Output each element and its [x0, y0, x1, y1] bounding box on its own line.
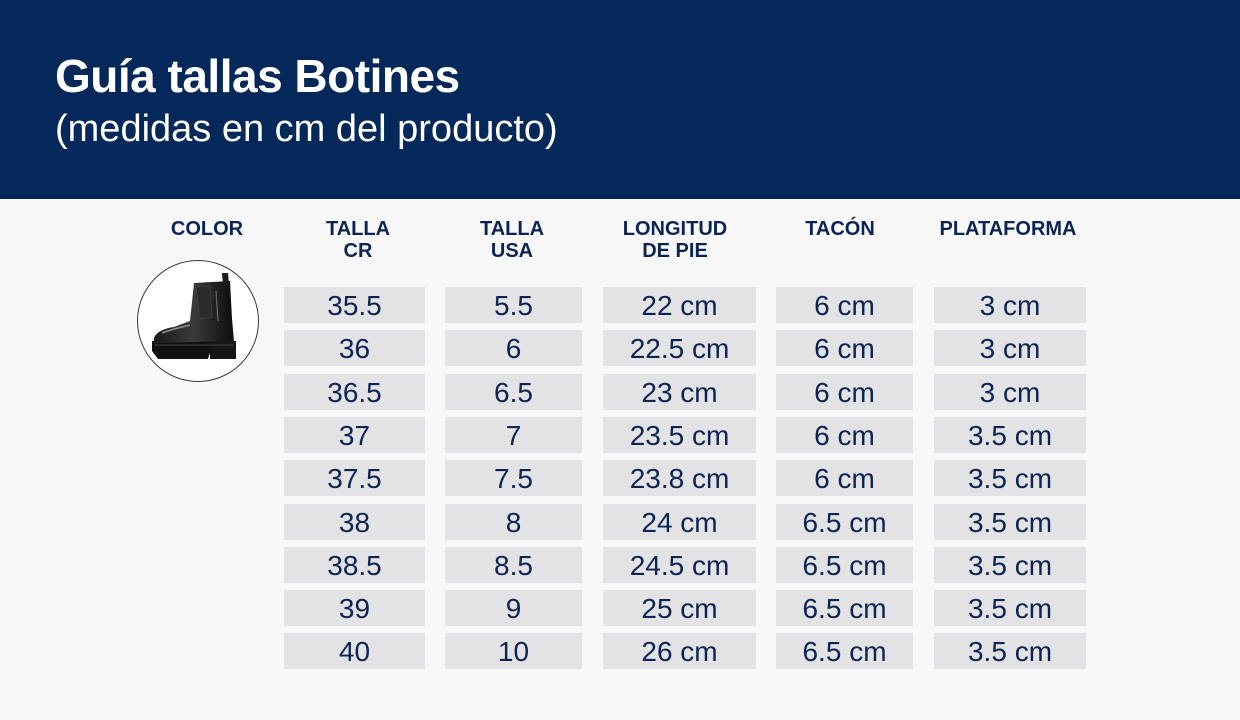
column-header-color: COLOR — [170, 218, 244, 240]
cell-talla-usa: 8.5 — [445, 547, 582, 583]
cell-plataforma: 3.5 cm — [934, 590, 1086, 626]
cell-plataforma: 3.5 cm — [934, 504, 1086, 540]
cell-tacon: 6.5 cm — [776, 504, 913, 540]
column-header-talla-cr: TALLA CR — [325, 218, 391, 262]
cell-talla-usa: 6.5 — [445, 374, 582, 410]
cell-tacon: 6.5 cm — [776, 633, 913, 669]
page-subtitle: (medidas en cm del producto) — [55, 108, 558, 150]
cell-tacon: 6.5 cm — [776, 547, 913, 583]
cell-talla-usa: 8 — [445, 504, 582, 540]
cell-tacon: 6 cm — [776, 330, 913, 366]
column-header-longitud-de-pie: LONGITUD DE PIE — [622, 218, 728, 262]
cell-talla-usa: 7.5 — [445, 460, 582, 496]
cell-talla-cr: 35.5 — [284, 287, 425, 323]
cell-plataforma: 3.5 cm — [934, 547, 1086, 583]
cell-longitud-de-pie: 26 cm — [603, 633, 756, 669]
cell-plataforma: 3.5 cm — [934, 633, 1086, 669]
cell-talla-usa: 5.5 — [445, 287, 582, 323]
cell-tacon: 6 cm — [776, 287, 913, 323]
cell-longitud-de-pie: 22 cm — [603, 287, 756, 323]
cell-plataforma: 3.5 cm — [934, 460, 1086, 496]
cell-longitud-de-pie: 23.8 cm — [603, 460, 756, 496]
cell-talla-usa: 6 — [445, 330, 582, 366]
cell-tacon: 6 cm — [776, 374, 913, 410]
column-header-talla-usa: TALLA USA — [479, 218, 545, 262]
cell-plataforma: 3 cm — [934, 287, 1086, 323]
cell-longitud-de-pie: 24 cm — [603, 504, 756, 540]
cell-plataforma: 3 cm — [934, 330, 1086, 366]
cell-tacon: 6.5 cm — [776, 590, 913, 626]
cell-talla-cr: 37 — [284, 417, 425, 453]
cell-talla-usa: 9 — [445, 590, 582, 626]
cell-talla-cr: 36 — [284, 330, 425, 366]
cell-longitud-de-pie: 25 cm — [603, 590, 756, 626]
cell-talla-cr: 37.5 — [284, 460, 425, 496]
cell-longitud-de-pie: 23 cm — [603, 374, 756, 410]
cell-tacon: 6 cm — [776, 417, 913, 453]
cell-longitud-de-pie: 24.5 cm — [603, 547, 756, 583]
cell-talla-cr: 36.5 — [284, 374, 425, 410]
boot-product-image — [137, 260, 259, 382]
page-title: Guía tallas Botines — [55, 50, 460, 102]
cell-talla-cr: 38.5 — [284, 547, 425, 583]
cell-longitud-de-pie: 22.5 cm — [603, 330, 756, 366]
cell-tacon: 6 cm — [776, 460, 913, 496]
cell-plataforma: 3 cm — [934, 374, 1086, 410]
cell-talla-cr: 39 — [284, 590, 425, 626]
column-header-plataforma: PLATAFORMA — [939, 218, 1077, 240]
header-banner: Guía tallas Botines (medidas en cm del p… — [0, 0, 1240, 199]
cell-plataforma: 3.5 cm — [934, 417, 1086, 453]
cell-talla-usa: 10 — [445, 633, 582, 669]
chelsea-boot-icon — [152, 273, 236, 359]
cell-talla-cr: 38 — [284, 504, 425, 540]
cell-talla-usa: 7 — [445, 417, 582, 453]
cell-talla-cr: 40 — [284, 633, 425, 669]
cell-longitud-de-pie: 23.5 cm — [603, 417, 756, 453]
column-header-tacon: TACÓN — [805, 218, 875, 240]
